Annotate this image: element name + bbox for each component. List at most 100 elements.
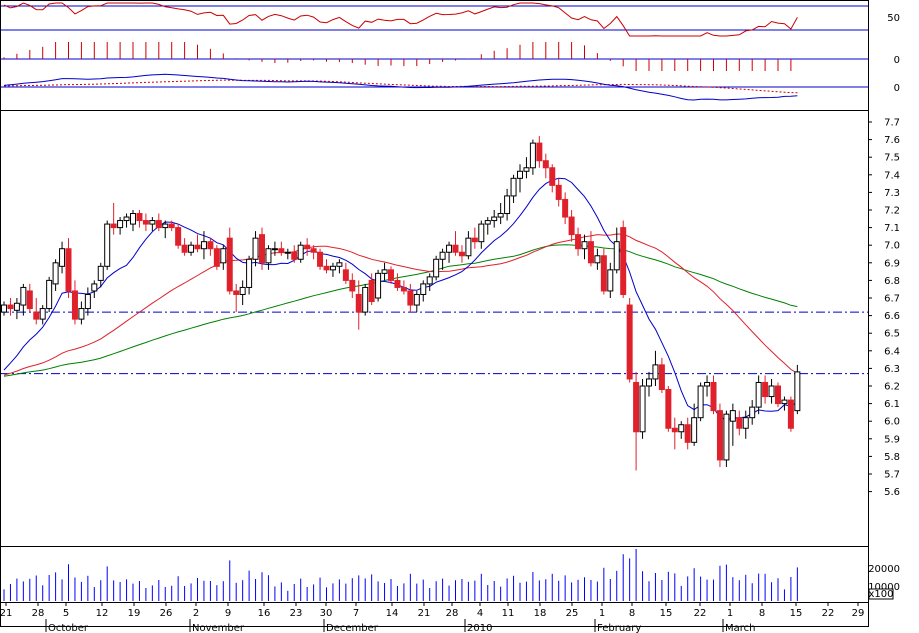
month-label: December — [326, 623, 379, 633]
candle-body — [536, 142, 543, 162]
volume-scale-box — [868, 588, 894, 600]
price-tick-label: 6.2 — [884, 382, 900, 393]
oscillator-line — [3, 2, 798, 37]
ma-short-line — [3, 177, 798, 421]
candle-body — [723, 413, 730, 461]
candle-body — [787, 399, 794, 429]
candle-body — [91, 283, 98, 292]
price-tick-label: 7.4 — [884, 170, 900, 181]
date-tick-label: 16 — [258, 608, 271, 619]
month-label: November — [192, 623, 245, 633]
price-tick-label: 7.1 — [884, 223, 900, 234]
price-tick-label: 7.0 — [884, 241, 900, 252]
candle-body — [768, 385, 775, 398]
candle-body — [362, 286, 369, 313]
candle-body — [620, 227, 627, 295]
candle-body — [136, 213, 143, 222]
candle-body — [426, 276, 433, 285]
candle-body — [355, 293, 362, 313]
candle-body — [575, 234, 582, 250]
candle-body — [497, 213, 504, 218]
candle-body — [149, 220, 156, 225]
candle-body — [336, 262, 343, 267]
price-tick-label: 6.7 — [884, 294, 900, 305]
candle-body — [84, 293, 91, 310]
candle-body — [665, 389, 672, 429]
price-tick-label: 6.6 — [884, 311, 900, 322]
month-label: 2010 — [467, 623, 492, 633]
month-label: March — [725, 623, 755, 633]
price-tick-label: 6.9 — [884, 258, 900, 269]
candle-body — [317, 251, 324, 267]
candle-body — [78, 308, 85, 320]
candle-body — [117, 220, 124, 229]
signal-line — [3, 79, 798, 94]
volume-panel — [3, 549, 798, 601]
candle-body — [323, 265, 330, 271]
candle-body — [510, 177, 517, 197]
candle-body — [652, 364, 659, 380]
candle-body — [691, 417, 698, 443]
candle-body — [433, 258, 440, 278]
chart-frame — [0, 0, 869, 627]
price-tick-label: 5.6 — [884, 487, 900, 498]
macd-tick-label: 0 — [894, 83, 900, 94]
price-tick-label: 5.7 — [884, 470, 900, 481]
date-tick-label: 15 — [660, 608, 673, 619]
candle-body — [291, 251, 298, 260]
candle-body — [97, 265, 104, 281]
candle-body — [278, 248, 285, 253]
date-tick-label: 1 — [727, 608, 733, 619]
price-tick-label: 6.0 — [884, 417, 900, 428]
candle-body — [458, 251, 465, 257]
candle-body — [175, 227, 182, 246]
candle-body — [252, 237, 259, 260]
candle-body — [20, 286, 27, 306]
candle-body — [613, 241, 620, 271]
candle-body — [504, 195, 511, 215]
candle-body — [130, 213, 136, 225]
candle-body — [394, 279, 401, 288]
candle-body — [471, 237, 478, 243]
date-tick-label: 26 — [160, 608, 173, 619]
candle-body — [736, 417, 743, 429]
month-label: October — [48, 623, 89, 633]
candle-body — [342, 269, 349, 281]
candle-body — [181, 244, 188, 253]
candle-body — [484, 220, 491, 225]
candle-body — [104, 223, 111, 267]
date-tick-label: 8 — [629, 608, 635, 619]
histogram-tick-label: 0 — [894, 55, 900, 66]
candle-body — [452, 244, 459, 253]
candle-body — [375, 272, 382, 299]
candle-body — [271, 248, 278, 251]
candle-body — [658, 364, 665, 391]
candle-body — [716, 410, 723, 461]
candle-body — [749, 406, 756, 419]
candle-body — [626, 304, 633, 380]
candle-body — [110, 223, 117, 229]
price-tick-label: 6.3 — [884, 364, 900, 375]
candle-body — [555, 184, 562, 200]
candle-body — [465, 237, 472, 257]
candle-body — [491, 216, 498, 222]
date-tick-label: 15 — [790, 608, 803, 619]
candle-body — [646, 378, 652, 387]
candle-body — [710, 381, 717, 412]
candle-body — [168, 223, 175, 229]
oscillator-tick-label: 50 — [887, 13, 900, 24]
candle-body — [213, 248, 220, 267]
date-tick-label: 1 — [599, 608, 605, 619]
candle-body — [297, 244, 304, 260]
ma-long-line — [3, 244, 798, 377]
candle-body — [284, 251, 291, 254]
date-tick-label: 22 — [822, 608, 835, 619]
price-tick-label: 7.3 — [884, 188, 900, 199]
date-tick-label: 11 — [502, 608, 515, 619]
price-tick-label: 7.6 — [884, 135, 900, 146]
candle-body — [155, 220, 162, 229]
candle-body — [46, 279, 53, 310]
candle-body — [349, 279, 356, 292]
price-panel — [0, 136, 868, 471]
